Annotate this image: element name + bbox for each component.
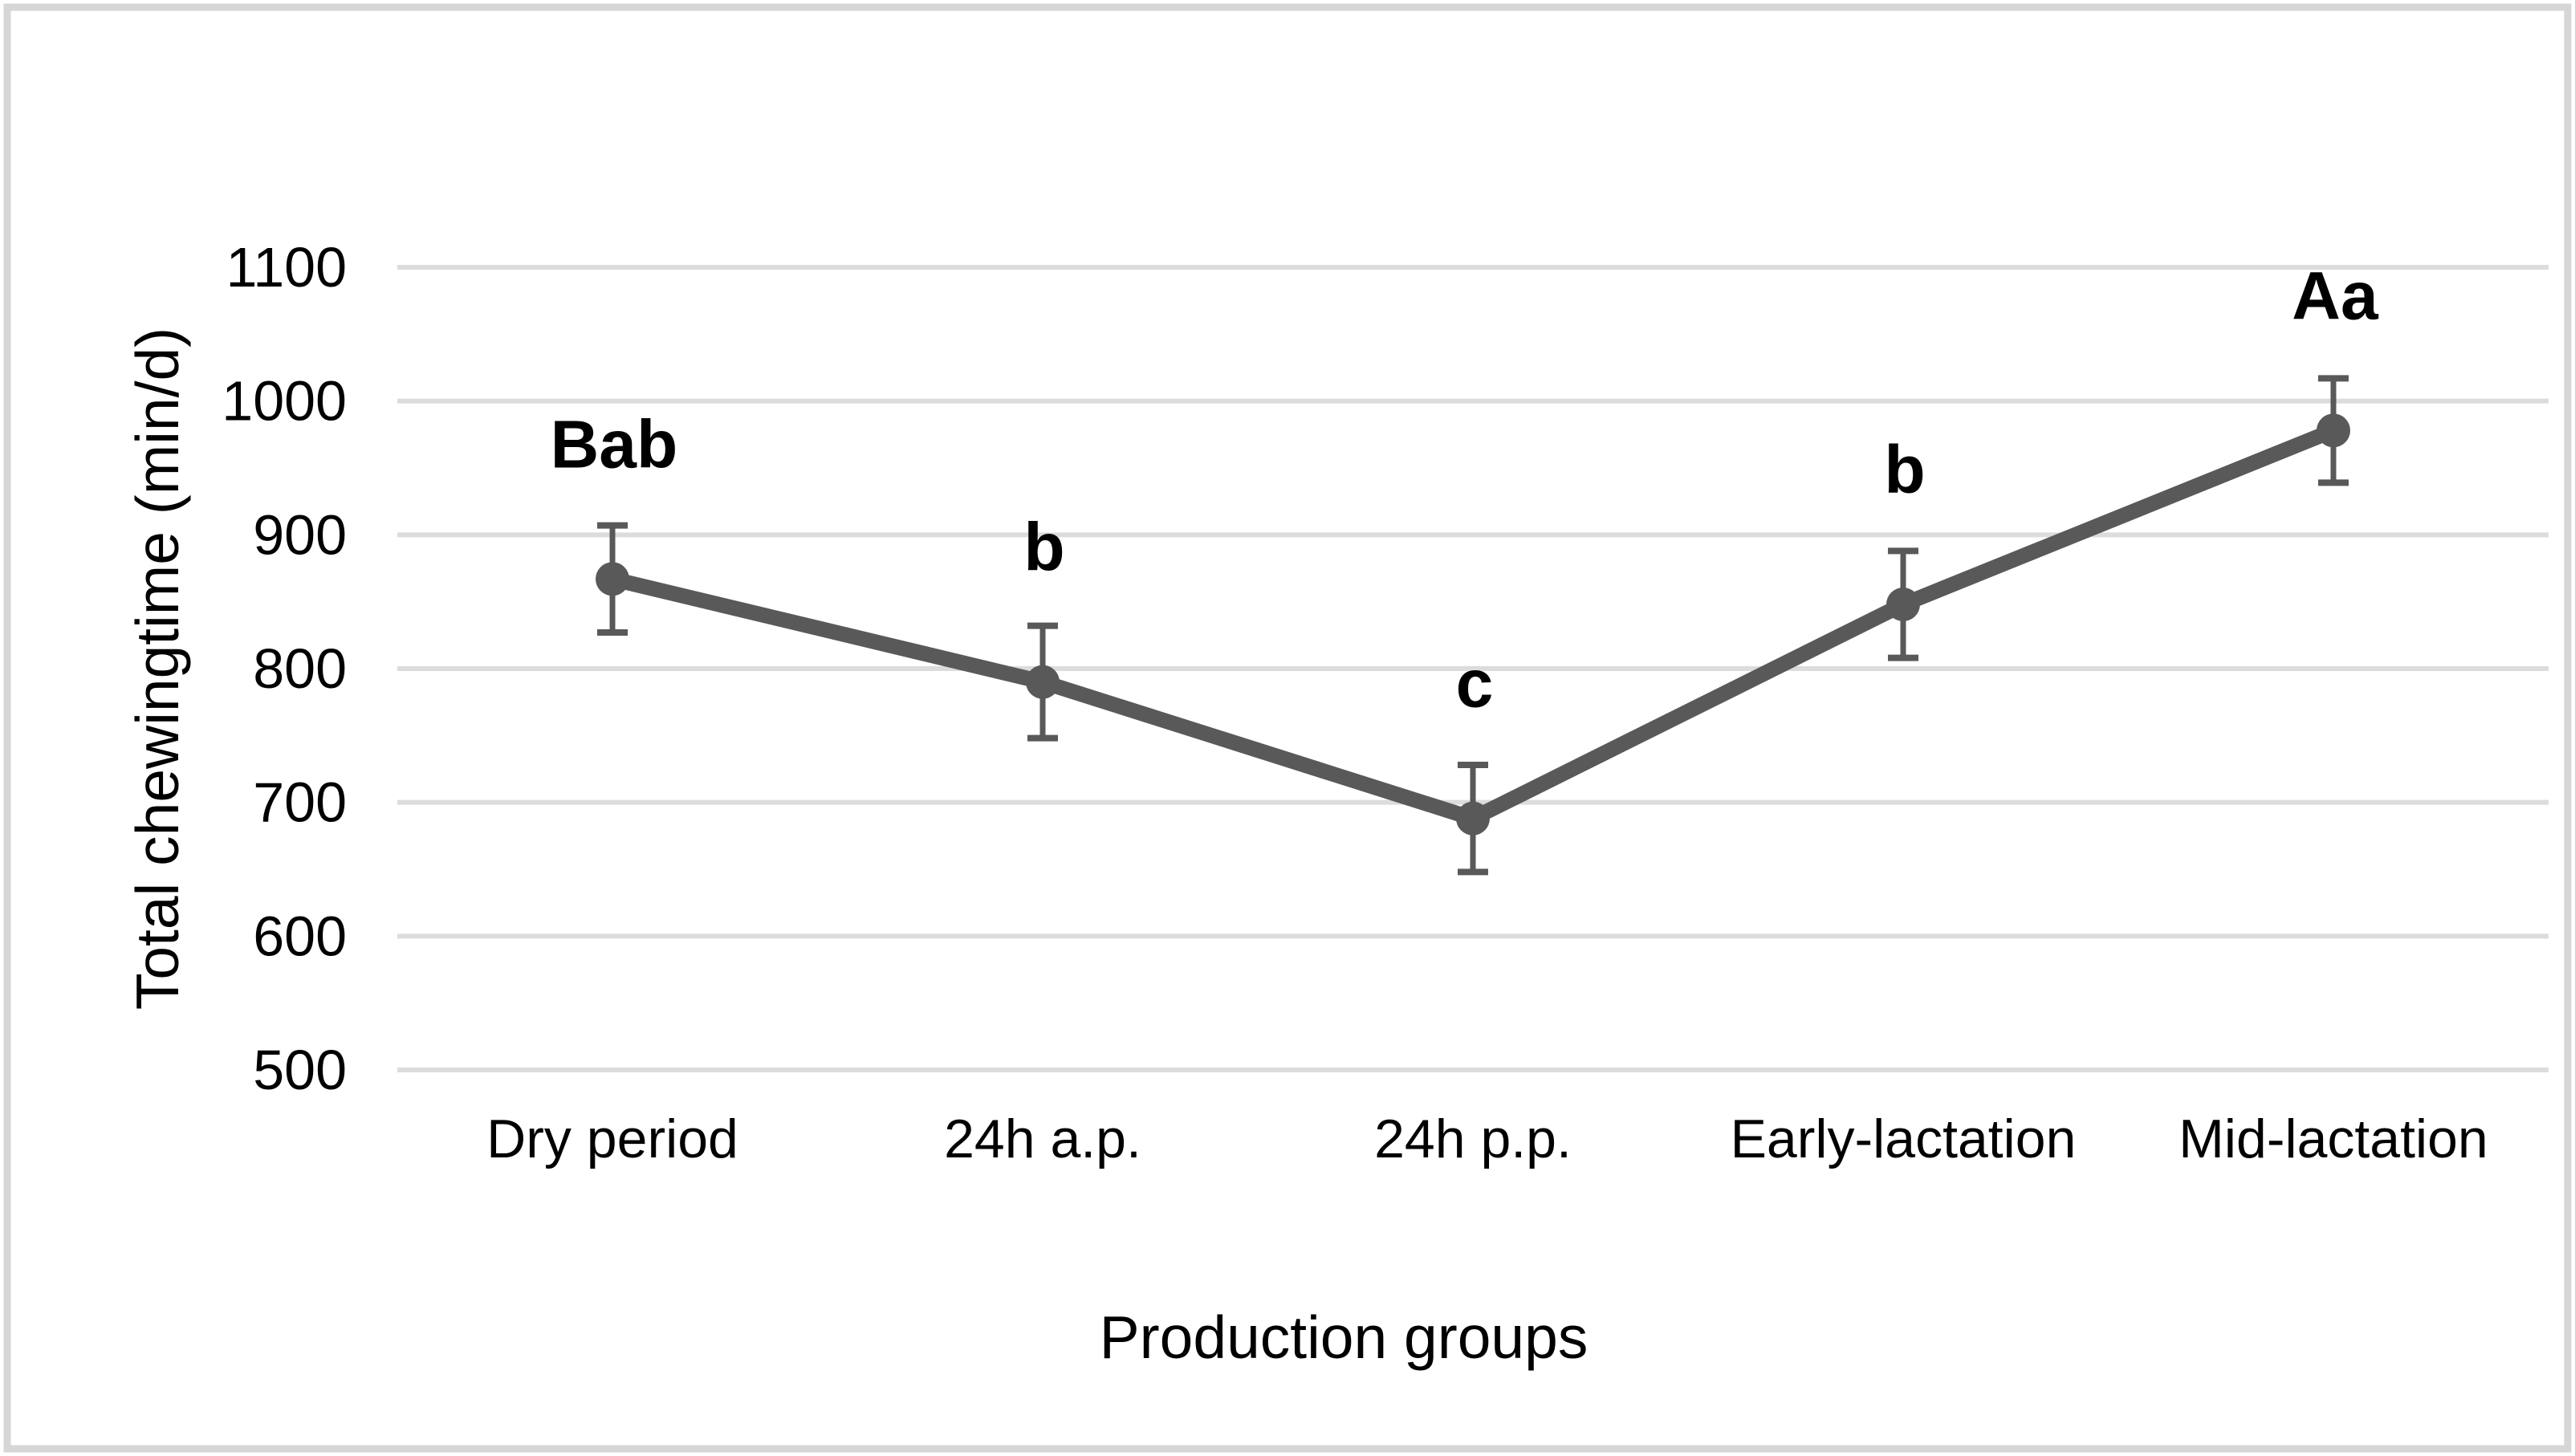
point-annotations-group: Bab b c b Aa: [551, 258, 2379, 721]
figure-border: [3, 3, 2572, 1453]
data-point: [1456, 801, 1490, 836]
y-tick-labels-group: 500 600 700 800 900 1000 1100: [222, 236, 347, 1101]
point-annotation: b: [1023, 510, 1064, 585]
x-category-label: 24h p.p.: [1374, 1108, 1572, 1169]
data-points-group: [596, 413, 2350, 836]
y-tick-label: 600: [253, 905, 347, 967]
y-tick-label: 800: [253, 637, 347, 700]
series-line: [610, 423, 2337, 827]
x-category-label: Mid-lactation: [2178, 1108, 2488, 1169]
y-tick-label: 1100: [226, 236, 347, 299]
point-annotation: c: [1456, 646, 1494, 722]
y-tick-label: 700: [253, 771, 347, 834]
data-point: [1886, 588, 1920, 621]
data-point: [596, 562, 629, 596]
y-tick-label: 500: [253, 1039, 347, 1101]
point-annotation: Aa: [2292, 258, 2379, 333]
data-point: [2317, 413, 2350, 448]
series-line-group: [610, 423, 2337, 827]
y-axis-title: Total chewingtime (min/d): [124, 327, 191, 1010]
x-category-label: 24h a.p.: [944, 1108, 1141, 1169]
x-category-label: Early-lactation: [1731, 1108, 2077, 1169]
error-bars-group: [597, 375, 2349, 876]
data-point: [1026, 665, 1060, 699]
y-tick-label: 1000: [222, 370, 347, 433]
point-annotation: Bab: [551, 406, 678, 482]
x-axis-labels-group: Dry period 24h a.p. 24h p.p. Early-lactatio…: [486, 1108, 2488, 1169]
y-tick-label: 900: [253, 503, 347, 566]
point-annotation: b: [1884, 432, 1925, 507]
x-axis-title: Production groups: [1100, 1303, 1589, 1371]
x-category-label: Dry period: [486, 1108, 738, 1169]
